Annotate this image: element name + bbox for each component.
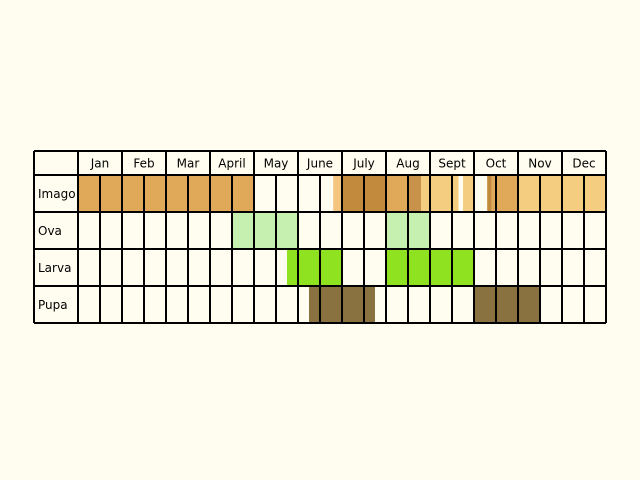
- labels-layer: Jan Feb Mar April May June July Aug Sept Oct Nov De…: [38, 157, 596, 313]
- stage-label-ova: Ova: [38, 224, 62, 238]
- month-label-oct: Oct: [486, 157, 507, 171]
- imago-segment-9: [487, 175, 492, 212]
- month-label-june: June: [306, 157, 333, 171]
- month-label-may: May: [264, 157, 289, 171]
- month-label-mar: Mar: [177, 157, 200, 171]
- imago-segment-7: [463, 175, 474, 212]
- ova-segment-0: [232, 212, 298, 249]
- month-label-jan: Jan: [90, 157, 110, 171]
- imago-segment-1: [333, 175, 342, 212]
- grid-layer: [33, 150, 607, 324]
- imago-segment-4: [408, 175, 422, 212]
- imago-segment-6: [458, 175, 463, 212]
- stage-label-larva: Larva: [38, 261, 71, 275]
- imago-segment-8: [474, 175, 488, 212]
- month-label-april: April: [218, 157, 245, 171]
- month-label-july: July: [352, 157, 375, 171]
- month-label-feb: Feb: [133, 157, 154, 171]
- imago-segment-3: [386, 175, 408, 212]
- month-label-dec: Dec: [572, 157, 595, 171]
- stage-label-imago: Imago: [38, 187, 76, 201]
- month-label-aug: Aug: [396, 157, 419, 171]
- stage-label-pupa: Pupa: [38, 298, 68, 312]
- month-label-nov: Nov: [528, 157, 551, 171]
- month-label-sept: Sept: [438, 157, 466, 171]
- pupa-segment-1: [474, 286, 540, 323]
- larva-segment-0: [287, 249, 342, 286]
